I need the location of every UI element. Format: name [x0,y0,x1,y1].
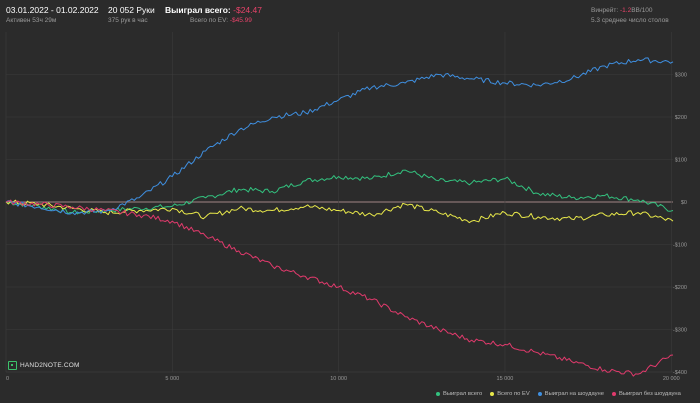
axis-ticks: $300 $200 $100 $0 -$100 -$200 -$300 -$400 0 5 000… [6,73,687,383]
chart-legend: Выиграл всего Всего по EV Выиграл на шоуда… [436,389,681,399]
series-line-3[interactable] [5,199,674,377]
y-tick-label: $0 [681,200,687,206]
y-tick-label: $200 [675,115,687,121]
y-tick-label: $100 [675,158,687,164]
series-line-1[interactable] [5,199,674,224]
won-total: Выиграл всего: -$24.47 [165,5,262,15]
legend-item-3[interactable]: Выиграл без шоудауна [611,389,681,399]
series-line-0[interactable] [5,169,674,215]
legend-dot-icon [436,392,440,396]
active-time: Активен 53ч 29м [6,17,57,24]
hand2note-logo: HAND2NOTE.COM [8,359,80,371]
x-tick-label: 0 [6,376,9,382]
legend-item-0[interactable]: Выиграл всего [436,389,482,399]
winrate-value: -1.2 [620,7,632,14]
y-tick-label: -$400 [673,370,687,376]
winrate-unit: BB/100 [631,7,653,14]
logo-text: HAND2NOTE.COM [20,361,80,369]
winrate-label: Винрейт: [591,7,619,14]
hands-count: 20 052 Руки [108,5,155,15]
ev-total-value: -$45.99 [229,17,252,24]
legend-dot-icon [611,392,616,396]
x-tick-label: 10 000 [330,376,347,382]
y-tick-label: -$200 [673,285,687,291]
legend-item-1[interactable]: Всего по EV [490,389,530,399]
y-tick-label: -$300 [673,328,687,334]
series-line-2[interactable] [5,57,674,216]
ev-total: Всего по EV: -$45.99 [190,17,252,24]
header: 03.01.2022 - 01.02.2022 Активен 53ч 29м … [0,0,700,32]
x-tick-label: 15 000 [497,376,514,382]
winrate: Винрейт: -1.2BB/100 [591,7,653,14]
legend-dot-icon [537,392,542,396]
x-tick-label: 5 000 [165,376,179,382]
legend-label: Выиграл на шоудауне [544,391,604,397]
won-total-value: -$24.47 [233,5,262,15]
legend-label: Выиграл без шоудауна [618,391,681,397]
y-tick-label: $300 [675,73,687,79]
series-lines [5,57,674,377]
ev-total-label: Всего по EV: [190,17,229,24]
legend-label: Всего по EV [497,391,530,397]
legend-label: Выиграл всего [443,391,483,397]
hand2note-logo-icon [8,360,17,370]
grid [5,32,673,373]
avg-tables: 5.3 среднее число столов [591,17,669,24]
won-total-label: Выиграл всего: [165,5,231,15]
date-range[interactable]: 03.01.2022 - 01.02.2022 [6,5,99,15]
y-tick-label: -$100 [673,243,687,249]
legend-item-2[interactable]: Выиграл на шоудауне [537,389,604,399]
x-tick-label: 20 000 [663,376,680,382]
legend-dot-icon [490,392,495,396]
hands-per-hour: 375 рук в час [108,17,148,24]
